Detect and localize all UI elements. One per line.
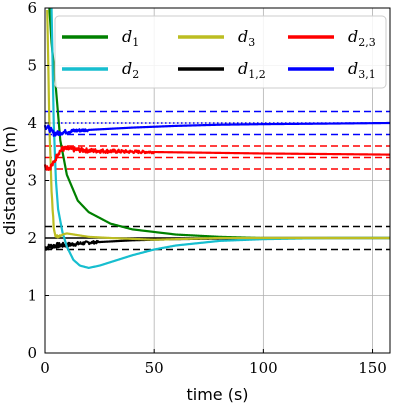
axis-ticks: 0 50 100 150 0 1 2 3 4 5 6 — [27, 0, 386, 377]
series-line-3-1 — [43, 121, 391, 137]
y-tick-label: 6 — [27, 0, 37, 17]
series-line-2-3 — [43, 145, 391, 171]
y-tick-label: 5 — [27, 57, 37, 75]
series-lines — [43, 7, 391, 269]
y-tick-label: 0 — [27, 344, 37, 362]
y-tick-label: 4 — [27, 114, 37, 132]
x-axis-title: time (s) — [186, 385, 248, 404]
legend-box — [54, 15, 387, 89]
x-tick-label: 0 — [40, 359, 50, 377]
series-line-1-2 — [44, 236, 391, 251]
x-tick-label: 100 — [249, 359, 278, 377]
y-axis-title: distances (m) — [0, 126, 19, 235]
y-tick-label: 3 — [27, 172, 37, 190]
x-tick-label: 50 — [145, 359, 164, 377]
y-tick-label: 2 — [27, 229, 37, 247]
series-line-3 — [46, 9, 391, 241]
x-tick-label: 150 — [358, 359, 387, 377]
y-tick-label: 1 — [27, 287, 37, 305]
